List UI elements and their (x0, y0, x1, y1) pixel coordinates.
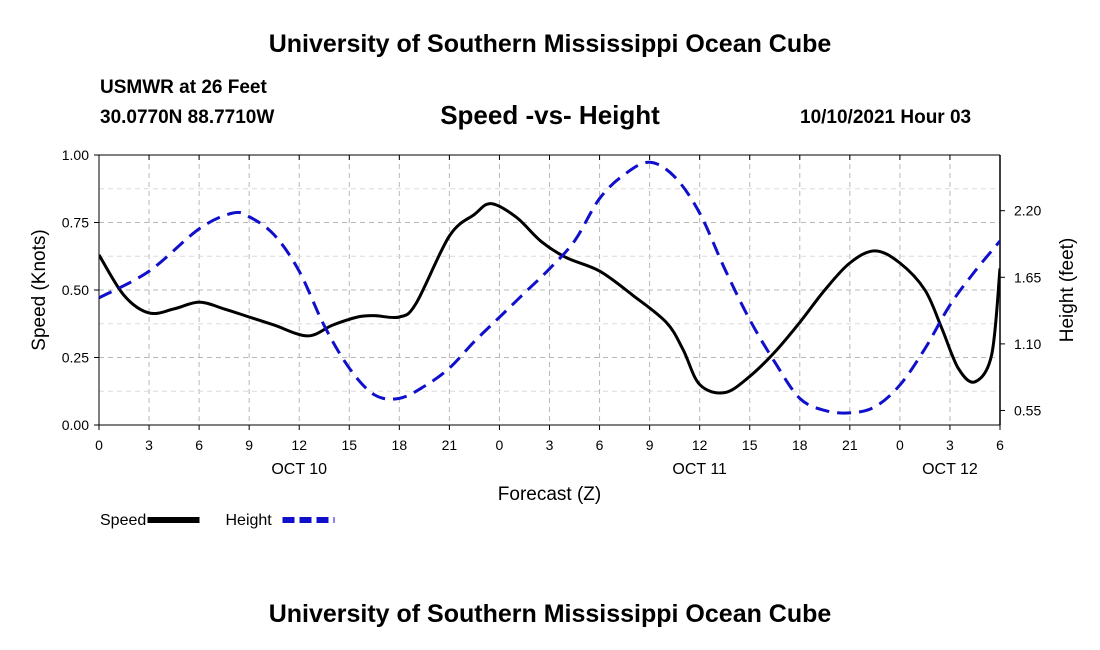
x-tick-label: 6 (996, 437, 1004, 453)
x-tick-label: 9 (245, 437, 253, 453)
y2-tick-label: 1.65 (1014, 269, 1041, 285)
legend-label-height: Height (226, 512, 273, 529)
x-tick-label: 9 (646, 437, 654, 453)
y2-tick-label: 0.55 (1014, 402, 1041, 418)
y-tick-label: 0.25 (62, 350, 89, 366)
x-tick-label: 21 (442, 437, 458, 453)
x-tick-label: 21 (842, 437, 858, 453)
x-tick-label: 3 (946, 437, 954, 453)
forecast-datetime: 10/10/2021 Hour 03 (800, 107, 972, 128)
y2-tick-label: 1.10 (1014, 336, 1041, 352)
y-tick-label: 0.75 (62, 215, 89, 231)
x-tick-label: 18 (392, 437, 408, 453)
y2-tick-label: 2.20 (1014, 203, 1041, 219)
series-line-speed (99, 202, 1000, 395)
y-axis-title: Speed (Knots) (29, 229, 50, 350)
day-label: OCT 10 (271, 461, 327, 478)
footer-title: University of Southern Mississippi Ocean… (268, 600, 832, 628)
x-tick-label: 3 (546, 437, 554, 453)
station-label: USMWR at 26 Feet (100, 77, 267, 98)
x-axis-title: Forecast (Z) (498, 484, 601, 505)
y2-axis-title: Height (feet) (1057, 238, 1078, 343)
series-line-height (99, 160, 1000, 415)
legend-label-speed: Speed (100, 512, 146, 529)
x-tick-label: 18 (792, 437, 808, 453)
x-tick-label: 0 (896, 437, 904, 453)
x-tick-label: 0 (496, 437, 504, 453)
day-label: OCT 11 (672, 461, 727, 478)
x-tick-label: 6 (596, 437, 604, 453)
x-tick-label: 12 (291, 437, 307, 453)
chart-title: Speed -vs- Height (440, 100, 660, 130)
x-tick-label: 3 (145, 437, 153, 453)
x-tick-label: 0 (95, 437, 103, 453)
y-tick-label: 0.00 (62, 417, 89, 433)
y-tick-label: 0.50 (62, 282, 89, 298)
x-tick-label: 15 (742, 437, 758, 453)
coordinates-label: 30.0770N 88.7710W (100, 107, 275, 128)
x-tick-label: 15 (341, 437, 357, 453)
y-tick-label: 1.00 (62, 147, 89, 163)
x-tick-label: 12 (692, 437, 708, 453)
day-label: OCT 12 (922, 461, 978, 478)
page-title: University of Southern Mississippi Ocean… (268, 30, 832, 58)
x-tick-label: 6 (195, 437, 203, 453)
